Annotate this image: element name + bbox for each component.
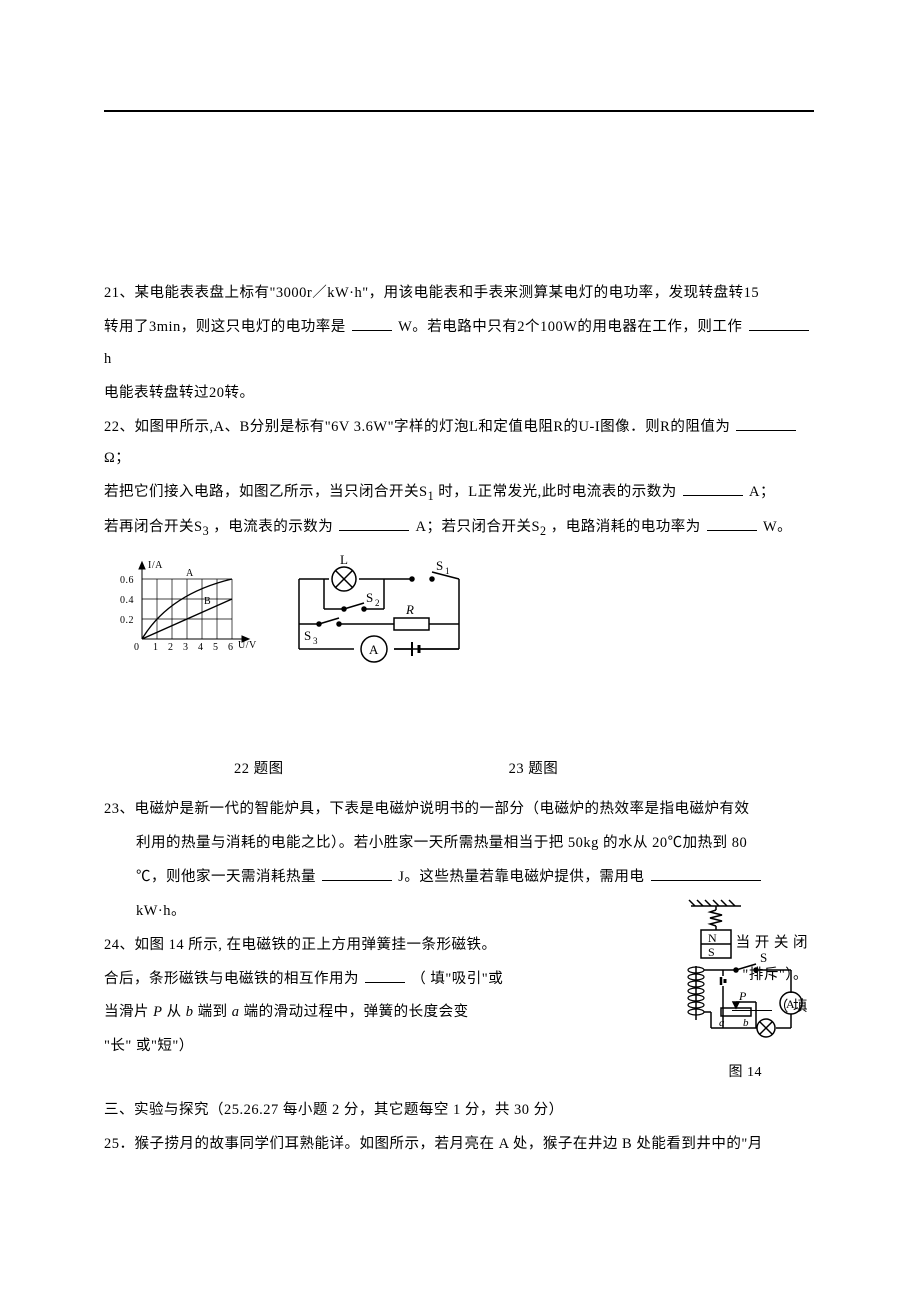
q24-a: a (232, 1004, 240, 1020)
svg-text:S: S (436, 558, 444, 573)
svg-text:4: 4 (198, 642, 204, 653)
blank-q22-1[interactable] (736, 415, 796, 431)
q24-line2: 合后，条形磁铁与电磁铁的相互作用为 （ 填"吸引"或 (104, 964, 594, 996)
q22-line2: 若把它们接入电路，如图乙所示，当只闭合开关S1 时，L正常发光,此时电流表的示数… (104, 477, 816, 509)
svg-text:3: 3 (313, 636, 318, 646)
svg-text:S: S (366, 590, 374, 605)
q24-wrap: N S S A P a b 图 14 当 开 关 闭 "排斥"）。 （ 填 24… (104, 930, 816, 1064)
q22-l3-b: ，电流表的示数为 (213, 519, 337, 535)
svg-text:0.6: 0.6 (120, 575, 134, 586)
q24-P: P (153, 1004, 162, 1020)
caption-23: 23 题图 (509, 754, 559, 786)
svg-text:I/A: I/A (148, 560, 163, 571)
q22-circuit: L S1 S2 S3 R A (284, 554, 484, 664)
q21-line3: 电能表转盘转过20转。 (104, 378, 816, 410)
q24-fig-caption: 图 14 (729, 1058, 763, 1089)
svg-text:2: 2 (168, 642, 174, 653)
q24-r2: "排斥"）。 (742, 960, 808, 992)
q22-figures: I/A 0.6 0.4 0.2 0 1 2 3 4 5 6 U/V A B (114, 554, 816, 664)
svg-text:0.2: 0.2 (120, 615, 134, 626)
q22-sub2: 2 (540, 524, 547, 538)
q23-l3-a: ℃，则他家一天需消耗热量 (136, 869, 316, 885)
blank-q22-3[interactable] (339, 515, 409, 531)
q22-l1-a: 22、如图甲所示,A、B分别是标有"6V 3.6W"字样的灯泡L和定值电阻R的U… (104, 419, 730, 435)
svg-text:1: 1 (445, 566, 450, 576)
svg-text:N: N (708, 931, 717, 945)
top-horizontal-rule (104, 110, 814, 112)
blank-q21-2[interactable] (749, 315, 809, 331)
q24-line3: 当滑片 P 从 b 端到 a 端的滑动过程中，弹簧的长度会变 (104, 997, 594, 1029)
svg-text:0: 0 (134, 642, 140, 653)
q23-line2: 利用的热量与消耗的电能之比）。若小胜家一天所需热量相当于把 50kg 的水从 2… (104, 828, 816, 860)
q23-line3: ℃，则他家一天需消耗热量 J。这些热量若靠电磁炉提供，需用电 (104, 862, 816, 894)
blank-q24-1[interactable] (365, 967, 405, 983)
q24-l3-a: 当滑片 (104, 1004, 153, 1020)
svg-text:S: S (708, 945, 715, 959)
q21-l2-a: 转用了3min，则这只电灯的电功率是 (104, 319, 346, 335)
q24-l2-a: 合后，条形磁铁与电磁铁的相互作用为 (104, 971, 359, 987)
svg-text:L: L (340, 554, 348, 567)
q24-l3-d: 端的滑动过程中，弹簧的长度会变 (244, 1004, 469, 1020)
q23-l3-b: J。这些热量若靠电磁炉提供，需用电 (398, 869, 644, 885)
q21-line2: 转用了3min，则这只电灯的电功率是 W。若电路中只有2个100W的用电器在工作… (104, 312, 816, 376)
svg-text:6: 6 (228, 642, 234, 653)
page-content: 21、某电能表表盘上标有"3000r／kW·h"，用该电能表和手表来测算某电灯的… (104, 278, 816, 1163)
q23-line1: 23、电磁炉是新一代的智能炉具，下表是电磁炉说明书的一部分（电磁炉的热效率是指电… (104, 794, 816, 826)
q24-r3-t: （ 填 (774, 999, 808, 1015)
q24-l3-c: 端到 (198, 1004, 232, 1020)
svg-text:1: 1 (153, 642, 159, 653)
svg-text:U/V: U/V (238, 640, 257, 651)
blank-q22-4[interactable] (707, 515, 757, 531)
q22-l2-b: 时，L正常发光,此时电流表的示数为 (438, 484, 676, 500)
q24-line1: 24、如图 14 所示, 在电磁铁的正上方用弹簧挂一条形磁铁。 (104, 930, 594, 962)
q22-chart: I/A 0.6 0.4 0.2 0 1 2 3 4 5 6 U/V A B (114, 554, 264, 654)
svg-text:A: A (369, 642, 379, 657)
q24-r1: 当 开 关 闭 (736, 928, 808, 960)
q24-b: b (186, 1004, 194, 1020)
q22-l2-c: A； (749, 484, 775, 500)
svg-text:B: B (204, 596, 211, 607)
section-3-title: 三、实验与探究（25.26.27 每小题 2 分，其它题每空 1 分，共 30 … (104, 1095, 816, 1127)
q22-sub1: 1 (428, 489, 435, 503)
q21-l2-b: W。若电路中只有2个100W的用电器在工作，则工作 (398, 319, 742, 335)
figure-captions: 22 题图 23 题图 (104, 754, 816, 786)
q22-sub3: 3 (203, 524, 210, 538)
q24-l3-b: 从 (167, 1004, 186, 1020)
q22-l3-a: 若再闭合开关S (104, 519, 203, 535)
q24-l2-b: （ 填"吸引"或 (411, 971, 503, 987)
q22-l3-d: ，电路消耗的电功率为 (551, 519, 701, 535)
q21-line1: 21、某电能表表盘上标有"3000r／kW·h"，用该电能表和手表来测算某电灯的… (104, 278, 816, 310)
svg-text:0.4: 0.4 (120, 595, 134, 606)
blank-q22-2[interactable] (683, 480, 743, 496)
svg-text:a: a (719, 1017, 725, 1029)
svg-text:A: A (186, 568, 194, 579)
q24-line4: "长" 或"短"） (104, 1031, 594, 1063)
q22-l2-a: 若把它们接入电路，如图乙所示，当只闭合开关S (104, 484, 428, 500)
blank-q24-2[interactable] (732, 995, 772, 1011)
blank-q23-1[interactable] (322, 865, 392, 881)
blank-q23-2[interactable] (651, 865, 761, 881)
blank-q21-1[interactable] (352, 315, 392, 331)
caption-22: 22 题图 (234, 754, 284, 786)
q21-l2-c: h (104, 351, 112, 367)
svg-text:R: R (405, 602, 414, 617)
svg-text:3: 3 (183, 642, 189, 653)
svg-text:5: 5 (213, 642, 219, 653)
q22-line3: 若再闭合开关S3 ，电流表的示数为 A；若只闭合开关S2 ，电路消耗的电功率为 … (104, 512, 816, 544)
svg-text:2: 2 (375, 598, 380, 608)
q22-l1-b: Ω； (104, 450, 130, 466)
svg-text:S: S (304, 628, 312, 643)
q22-l3-c: A；若只闭合开关S (416, 519, 541, 535)
q25-line1: 25．猴子捞月的故事同学们耳熟能详。如图所示，若月亮在 A 处，猴子在井边 B … (104, 1129, 816, 1161)
q22-line1: 22、如图甲所示,A、B分别是标有"6V 3.6W"字样的灯泡L和定值电阻R的U… (104, 412, 816, 476)
q24-text: 24、如图 14 所示, 在电磁铁的正上方用弹簧挂一条形磁铁。 合后，条形磁铁与… (104, 930, 594, 1064)
q24-r3: （ 填 (730, 992, 808, 1024)
q22-l3-e: W。 (763, 519, 792, 535)
